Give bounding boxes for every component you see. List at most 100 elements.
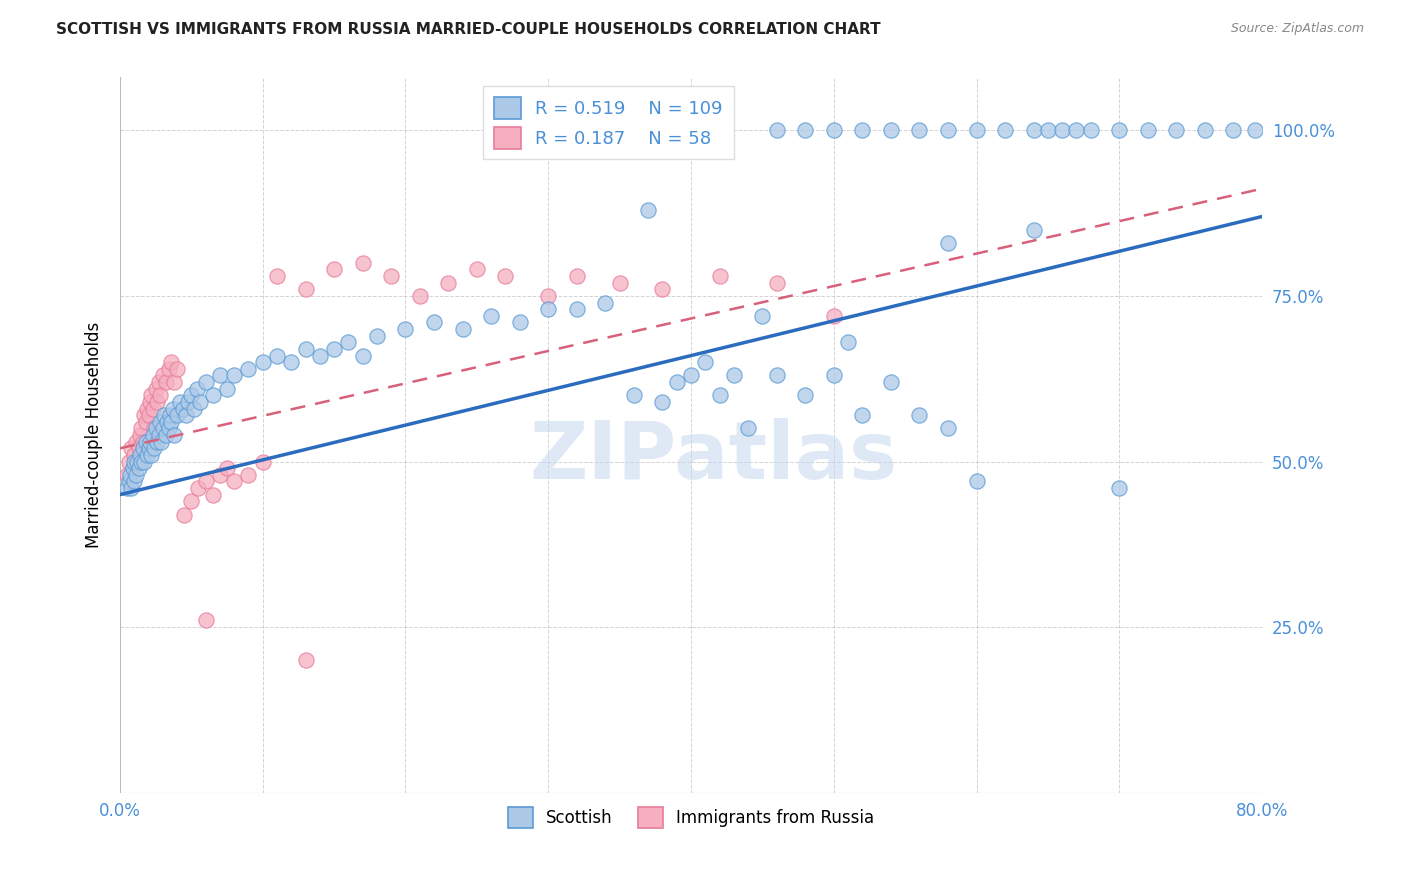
Point [765, 276, 787, 290]
Point [186, 382, 208, 396]
Point [880, 123, 903, 137]
Point [437, 276, 460, 290]
Point [451, 322, 474, 336]
Point [709, 269, 731, 284]
Point [157, 361, 180, 376]
Point [166, 361, 188, 376]
Point [1166, 123, 1188, 137]
Point [121, 461, 143, 475]
Point [1108, 123, 1130, 137]
Point [163, 375, 186, 389]
Point [623, 388, 645, 402]
Point [323, 262, 346, 277]
Point [194, 614, 217, 628]
Point [143, 442, 166, 456]
Point [1022, 123, 1045, 137]
Point [128, 442, 150, 456]
Point [509, 316, 531, 330]
Point [174, 408, 197, 422]
Point [837, 335, 859, 350]
Point [936, 421, 959, 435]
Point [132, 442, 155, 456]
Point [128, 461, 150, 475]
Point [537, 289, 560, 303]
Point [149, 415, 172, 429]
Point [120, 442, 142, 456]
Point [637, 202, 659, 217]
Point [138, 442, 160, 456]
Point [208, 368, 231, 383]
Point [139, 434, 162, 449]
Point [122, 448, 145, 462]
Point [294, 282, 316, 296]
Point [908, 408, 931, 422]
Point [153, 408, 176, 422]
Point [238, 467, 260, 482]
Point [409, 289, 432, 303]
Point [215, 461, 238, 475]
Point [794, 388, 817, 402]
Y-axis label: Married-couple Households: Married-couple Households [86, 322, 103, 549]
Point [160, 415, 183, 429]
Point [177, 395, 200, 409]
Point [1108, 481, 1130, 495]
Point [138, 408, 160, 422]
Point [155, 375, 177, 389]
Point [127, 454, 149, 468]
Point [208, 467, 231, 482]
Point [163, 428, 186, 442]
Point [118, 475, 141, 489]
Point [148, 428, 170, 442]
Point [129, 448, 152, 462]
Point [823, 123, 845, 137]
Point [794, 123, 817, 137]
Point [156, 415, 179, 429]
Point [201, 388, 224, 402]
Point [146, 395, 169, 409]
Point [966, 123, 988, 137]
Point [187, 481, 209, 495]
Point [651, 282, 673, 296]
Point [252, 355, 274, 369]
Point [823, 368, 845, 383]
Point [565, 269, 588, 284]
Point [141, 388, 163, 402]
Point [136, 448, 159, 462]
Point [142, 401, 165, 416]
Point [122, 475, 145, 489]
Point [665, 375, 688, 389]
Point [155, 428, 177, 442]
Point [180, 494, 202, 508]
Point [148, 375, 170, 389]
Point [1066, 123, 1088, 137]
Point [131, 454, 153, 468]
Point [595, 295, 617, 310]
Point [936, 123, 959, 137]
Point [651, 395, 673, 409]
Point [352, 349, 374, 363]
Point [136, 401, 159, 416]
Point [423, 316, 446, 330]
Point [194, 475, 217, 489]
Point [117, 475, 139, 489]
Point [131, 421, 153, 435]
Point [121, 461, 143, 475]
Point [737, 421, 759, 435]
Point [252, 454, 274, 468]
Point [135, 415, 157, 429]
Point [146, 434, 169, 449]
Point [141, 448, 163, 462]
Point [323, 342, 346, 356]
Point [188, 395, 211, 409]
Point [145, 421, 167, 435]
Point [150, 434, 173, 449]
Legend: Scottish, Immigrants from Russia: Scottish, Immigrants from Russia [501, 801, 882, 834]
Point [366, 328, 388, 343]
Point [224, 368, 246, 383]
Point [180, 388, 202, 402]
Point [169, 395, 191, 409]
Point [266, 349, 288, 363]
Point [157, 421, 180, 435]
Point [142, 428, 165, 442]
Point [479, 309, 502, 323]
